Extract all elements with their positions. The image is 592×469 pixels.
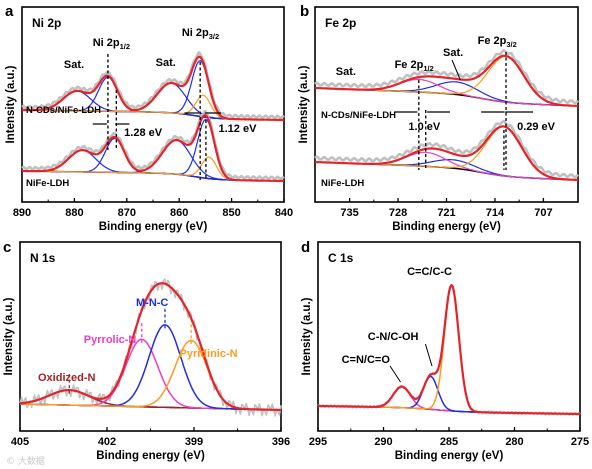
- x-tick-label: 295: [309, 436, 327, 448]
- envelope-fit-line: [22, 55, 284, 122]
- peak-label: Pyridinic-N: [180, 348, 238, 360]
- x-axis-label: Binding energy (eV): [96, 450, 205, 462]
- annotation-shift: 0.29 eV: [517, 121, 556, 133]
- envelope-fit-line: [314, 54, 579, 108]
- x-tick-label: 396: [272, 436, 290, 448]
- x-tick-label: 890: [13, 207, 31, 219]
- series-label: N-CDs/NiFe-LDH: [321, 110, 396, 121]
- watermark: © 大数据: [6, 457, 45, 467]
- panel-letter: d: [301, 239, 310, 256]
- x-tick-label: 405: [11, 436, 29, 448]
- annotation-sat: Sat.: [336, 66, 356, 78]
- x-tick-label: 402: [98, 436, 116, 448]
- x-tick-label: 399: [185, 436, 203, 448]
- envelope-fit-line: [22, 114, 284, 183]
- raw-data-line: [314, 119, 579, 179]
- x-tick-label: 728: [389, 207, 407, 219]
- x-axis-label: Binding energy (eV): [392, 221, 501, 233]
- x-tick-label: 280: [505, 436, 523, 448]
- raw-data-line: [314, 49, 579, 105]
- y-axis-label: Intensity (a.u.): [298, 65, 310, 143]
- x-tick-label: 714: [486, 207, 505, 219]
- label-pointer: [389, 365, 401, 383]
- series-label: NiFe-LDH: [321, 178, 364, 189]
- raw-data-line: [21, 109, 285, 181]
- annotation-fe2p32: Fe 2p3/2: [478, 35, 517, 49]
- annotation-ni2p32: Ni 2p3/2: [182, 27, 219, 41]
- annotation-shift: 1.28 eV: [124, 127, 163, 139]
- panel-letter: a: [5, 3, 14, 20]
- component-peak: [20, 324, 281, 411]
- panel-letter: c: [3, 239, 11, 256]
- panel-c: 405 402 399 396 Binding energy (eV) Intensity…: [3, 239, 290, 462]
- envelope-fit-line: [314, 125, 579, 182]
- peak-label: M-N-C: [136, 297, 168, 309]
- x-axis-label: Binding energy (eV): [395, 450, 504, 462]
- panel-title: Ni 2p: [32, 16, 61, 30]
- x-axis-label: Binding energy (eV): [99, 221, 208, 233]
- x-tick-label: 707: [534, 207, 552, 219]
- peak-label: C=C/C-C: [407, 266, 452, 278]
- panel-title: Fe 2p: [325, 16, 356, 30]
- component-peak: [314, 56, 579, 107]
- panel-title: N 1s: [30, 251, 56, 265]
- envelope-fit-line: [318, 284, 580, 416]
- x-tick-label: 850: [222, 207, 240, 219]
- y-axis-label: Intensity (a.u.): [301, 297, 313, 375]
- annotation-sat: Sat.: [443, 47, 463, 59]
- component-peak: [318, 284, 580, 415]
- annotation-shift: 1.0 eV: [408, 121, 440, 133]
- y-axis-label: Intensity (a.u.): [3, 297, 15, 375]
- plot-frame: [19, 241, 282, 432]
- component-peak: [22, 137, 284, 182]
- label-pointer: [424, 343, 433, 367]
- envelope-fit-line: [19, 282, 281, 412]
- series-label: NiFe-LDH: [26, 178, 69, 189]
- annotation-sat: Sat.: [156, 57, 176, 69]
- peak-label: C=N/C=O: [342, 354, 391, 366]
- annotation-shift: 1.12 eV: [219, 123, 258, 135]
- raw-data-line: [317, 284, 581, 416]
- panel-b: 735 728 721 714 707 Binding energy (eV) Intens…: [298, 3, 579, 233]
- component-peak: [318, 375, 580, 415]
- raw-data-line: [21, 51, 285, 120]
- peak-label: C-N/C-OH: [368, 331, 419, 343]
- annotation-sat: Sat.: [64, 59, 84, 71]
- x-tick-label: 880: [65, 207, 83, 219]
- panel-letter: b: [300, 3, 309, 20]
- peak-label: Pyrrolic-N: [84, 334, 137, 346]
- x-tick-label: 860: [170, 207, 188, 219]
- panel-a: 890 880 870 860 850 840 Binding energy (eV) Int…: [5, 3, 293, 233]
- x-tick-label: 275: [571, 436, 589, 448]
- panel-d: 295 290 285 280 275 Binding energy (eV) Intens…: [301, 239, 589, 462]
- y-axis-label: Intensity (a.u.): [5, 65, 17, 143]
- x-tick-label: 735: [340, 207, 358, 219]
- panel-title: C 1s: [328, 251, 354, 265]
- peak-label: Oxidized-N: [38, 372, 96, 384]
- x-tick-label: 721: [437, 207, 455, 219]
- annotation-pointer: [451, 59, 461, 81]
- annotation-ni2p12: Ni 2p1/2: [93, 37, 130, 51]
- x-tick-label: 870: [118, 207, 136, 219]
- x-tick-label: 285: [440, 436, 458, 448]
- series-label: N-CDs/NiFe-LDH: [26, 105, 101, 116]
- x-tick-label: 290: [374, 436, 392, 448]
- x-tick-label: 840: [275, 207, 293, 219]
- annotation-fe2p12: Fe 2p1/2: [395, 59, 434, 73]
